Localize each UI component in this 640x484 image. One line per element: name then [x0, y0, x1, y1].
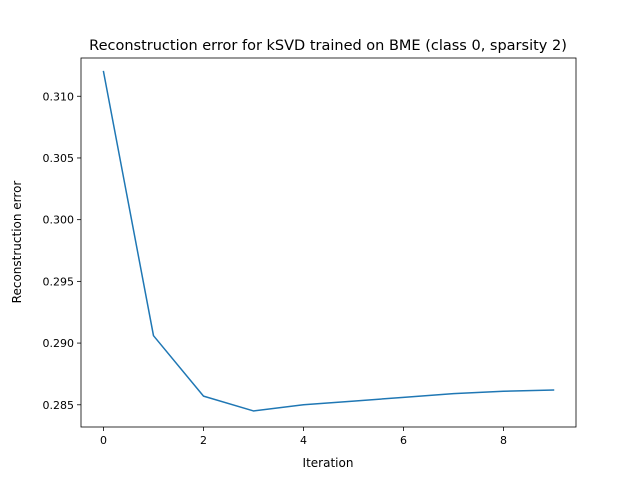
x-tick-label: 8 — [500, 434, 507, 447]
y-tick-label: 0.290 — [43, 337, 75, 350]
y-tick-label: 0.285 — [43, 399, 75, 412]
y-tick-label: 0.310 — [43, 90, 75, 103]
y-axis-label: Reconstruction error — [10, 181, 24, 304]
x-tick-label: 2 — [200, 434, 207, 447]
x-axis-label: Iteration — [303, 456, 354, 470]
y-tick-label: 0.305 — [43, 152, 75, 165]
x-tick-label: 4 — [300, 434, 307, 447]
y-tick-label: 0.295 — [43, 275, 75, 288]
chart-title: Reconstruction error for kSVD trained on… — [89, 38, 567, 54]
x-tick-label: 6 — [400, 434, 407, 447]
y-tick-label: 0.300 — [43, 214, 75, 227]
x-tick-label: 0 — [100, 434, 107, 447]
